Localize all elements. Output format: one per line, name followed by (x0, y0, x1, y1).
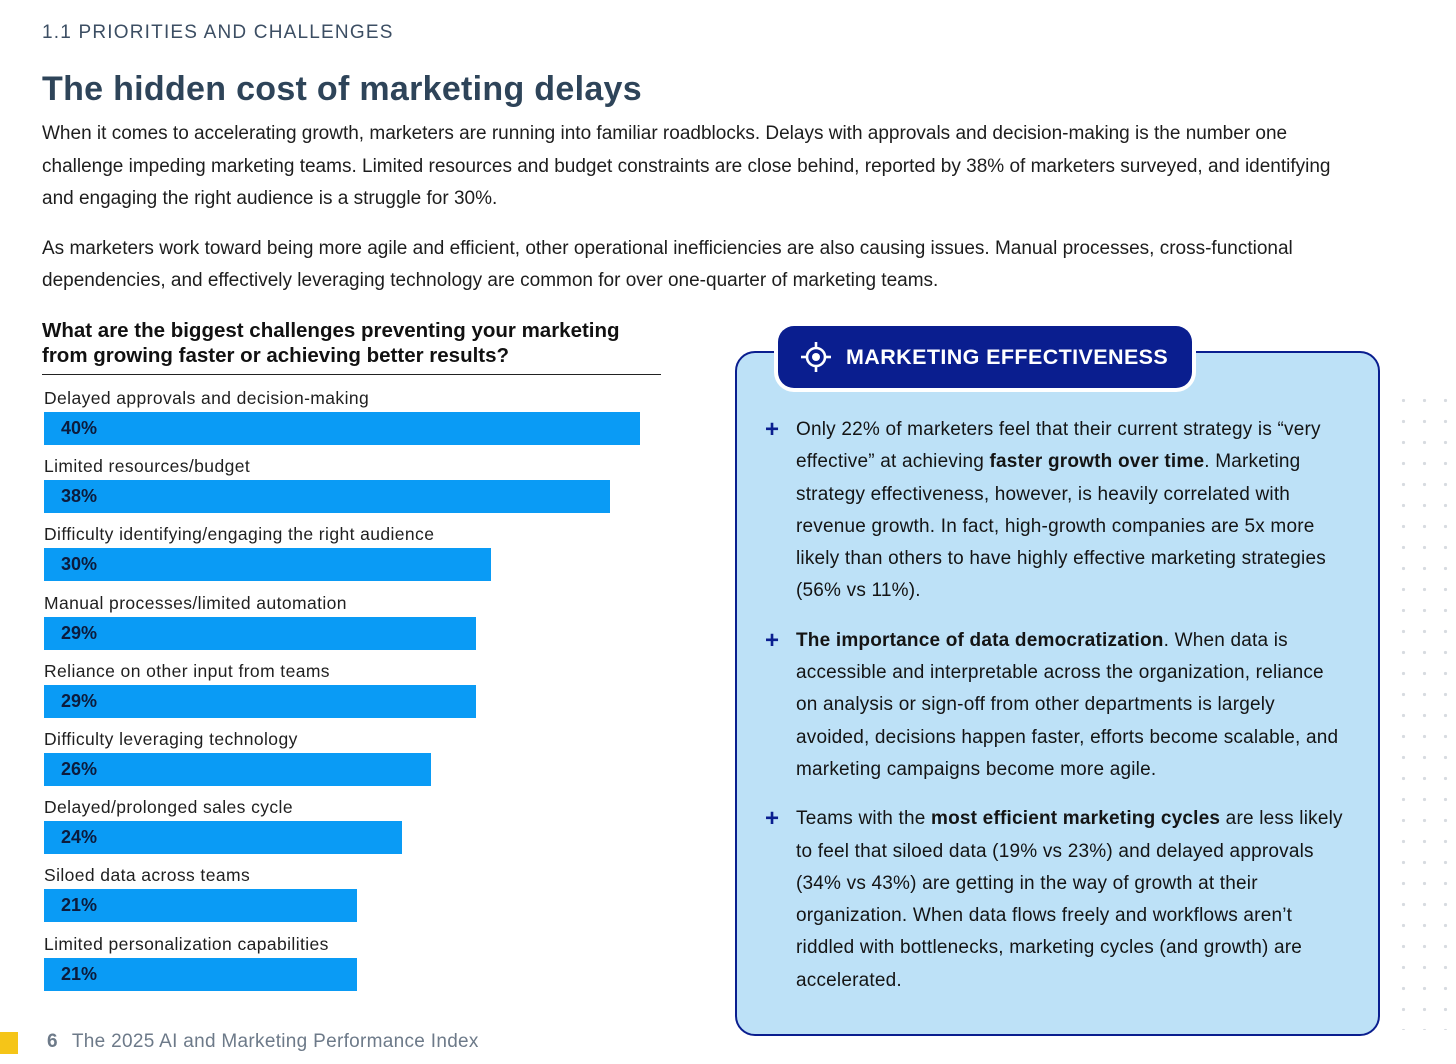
intro-text: When it comes to accelerating growth, ma… (42, 118, 1362, 315)
bar-value-label: 38% (61, 486, 98, 507)
bar-row: Difficulty identifying/engaging the righ… (42, 524, 662, 584)
bar-row: Reliance on other input from teams 29% (42, 661, 662, 721)
bar-label: Reliance on other input from teams (44, 660, 330, 681)
chart-title: What are the biggest challenges preventi… (42, 318, 661, 375)
callout-point: + Teams with the most efficient marketin… (760, 803, 1350, 997)
callout-body: + Only 22% of marketers feel that their … (760, 414, 1350, 1014)
bar-label: Difficulty identifying/engaging the righ… (44, 524, 435, 545)
marketing-effectiveness-panel (735, 351, 1380, 1036)
bar-value-label: 29% (61, 622, 98, 643)
point-text-post: . When data is accessible and interpreta… (796, 629, 1339, 780)
target-icon (801, 342, 831, 372)
bar-value-label: 24% (61, 827, 98, 848)
bar: 40% (44, 412, 640, 445)
bar-row: Manual processes/limited automation 29% (42, 593, 662, 653)
point-text-bold: faster growth over time (989, 451, 1205, 473)
bar-row: Limited personalization capabilities 21% (42, 934, 662, 994)
point-text-bold: most efficient marketing cycles (931, 808, 1221, 830)
bar-value-label: 21% (61, 963, 98, 984)
bar-value-label: 40% (61, 418, 98, 438)
intro-paragraph-1: When it comes to accelerating growth, ma… (42, 123, 1331, 209)
footer: 6 The 2025 AI and Marketing Performance I… (47, 1031, 479, 1053)
bar-label: Delayed/prolonged sales cycle (44, 797, 293, 818)
point-text-pre: Only 22% of marketers feel that their cu… (796, 419, 1321, 473)
point-text-bold: The importance of data democratization (796, 629, 1164, 651)
point-text-post: are less likely to feel that siloed data… (796, 808, 1343, 991)
page-number: 6 (47, 1031, 58, 1052)
bar-label: Delayed approvals and decision-making (44, 388, 370, 408)
bar: 21% (44, 957, 357, 991)
bar-row: Siloed data across teams 21% (42, 865, 662, 925)
bar: 38% (44, 480, 611, 514)
bar-value-label: 29% (61, 690, 98, 711)
bar-row: Limited resources/budget 38% (42, 456, 662, 516)
bar: 29% (44, 684, 477, 718)
bar: 24% (44, 821, 402, 855)
bar-list: Delayed approvals and decision-making 40%… (42, 375, 662, 1002)
section-label: 1.1 PRIORITIES AND CHALLENGES (42, 22, 394, 43)
point-text-post: . Marketing strategy effectiveness, howe… (796, 451, 1326, 602)
bar-label: Limited personalization capabilities (44, 933, 329, 954)
decorative-dot-grid (1393, 390, 1453, 1030)
plus-icon: + (765, 416, 780, 443)
bar-label: Manual processes/limited automation (44, 592, 347, 613)
bar: 21% (44, 889, 357, 923)
publication-title: The 2025 AI and Marketing Performance In… (71, 1031, 479, 1052)
bar: 30% (44, 548, 491, 582)
point-text-pre: Teams with the (796, 808, 931, 830)
bar-row: Difficulty leveraging technology 26% (42, 729, 662, 789)
bar-label: Siloed data across teams (44, 865, 251, 886)
bar-label: Limited resources/budget (44, 456, 251, 477)
plus-icon: + (765, 805, 780, 833)
bar-value-label: 21% (61, 895, 98, 916)
callout-title: MARKETING EFFECTIVENESS (846, 344, 1169, 369)
intro-paragraph-2: As marketers work toward being more agil… (42, 237, 1293, 292)
callout-header: MARKETING EFFECTIVENESS (778, 326, 1192, 388)
bar: 26% (44, 753, 432, 786)
footer-accent-mark (0, 1032, 18, 1054)
page-title: The hidden cost of marketing delays (42, 70, 642, 108)
bar-row: Delayed approvals and decision-making 40% (42, 388, 662, 448)
bar: 29% (44, 616, 477, 650)
bar-value-label: 30% (61, 554, 98, 575)
challenges-chart: What are the biggest challenges preventi… (42, 318, 662, 1002)
bar-row: Delayed/prolonged sales cycle 24% (42, 797, 662, 857)
callout-point: + Only 22% of marketers feel that their … (760, 414, 1350, 608)
bar-label: Difficulty leveraging technology (44, 729, 298, 749)
bar-value-label: 26% (61, 759, 98, 779)
plus-icon: + (765, 626, 780, 654)
callout-point: + The importance of data democratization… (760, 625, 1350, 786)
